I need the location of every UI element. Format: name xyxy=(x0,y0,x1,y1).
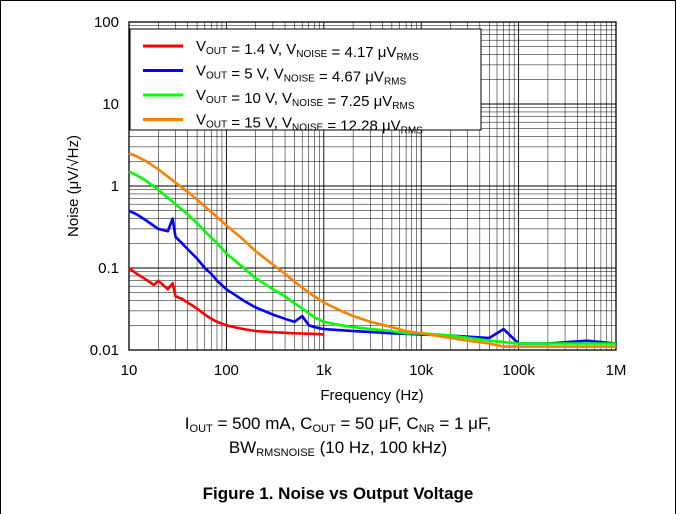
x-tick-label: 1k xyxy=(316,362,332,379)
y-axis-title-text: Noise (μV/√Hz) xyxy=(65,135,82,237)
x-axis-title: Frequency (Hz) xyxy=(320,387,423,404)
test-conditions-line-1: IOUT = 500 mA, COUT = 50 μF, CNR = 1 μF, xyxy=(184,414,492,435)
y-tick-label: 1 xyxy=(111,178,119,195)
figure-caption: Figure 1. Noise vs Output Voltage xyxy=(202,484,474,503)
y-axis-title: Noise (μV/√Hz) xyxy=(65,135,82,237)
test-conditions-line-2: BWRMSNOISE (10 Hz, 100 kHz) xyxy=(228,438,448,459)
y-tick-label: 0.1 xyxy=(98,260,119,277)
series-lines xyxy=(128,152,617,348)
legend-label-1: VOUT = 1.4 V, VNOISE = 4.17 μVRMS xyxy=(196,38,419,63)
frame-top-border xyxy=(0,0,676,1)
legend-label-3: VOUT = 10 V, VNOISE = 7.25 μVRMS xyxy=(196,87,415,112)
x-tick-label: 10 xyxy=(121,362,138,379)
y-tick-label: 100 xyxy=(94,14,119,31)
legend-box xyxy=(129,28,482,131)
y-tick-label: 0.01 xyxy=(90,342,119,359)
x-tick-label: 100 xyxy=(214,362,239,379)
tick-labels: 10 100 1k 10k 100k 1M 0.01 0.1 1 10 100 xyxy=(90,14,627,379)
series-line-2 xyxy=(128,209,617,345)
legend-label-4: VOUT = 15 V, VNOISE = 12.28 μVRMS xyxy=(196,112,423,137)
x-tick-label: 1M xyxy=(606,362,627,379)
x-tick-label: 100k xyxy=(502,362,535,379)
series-line-1 xyxy=(128,266,324,336)
series-line-4 xyxy=(128,152,616,348)
plot-area-border xyxy=(128,21,617,351)
series-line-3 xyxy=(128,170,616,345)
frame-left-border xyxy=(0,0,1,514)
legend-label-2: VOUT = 5 V, VNOISE = 4.67 μVRMS xyxy=(196,63,406,88)
x-tick-label: 10k xyxy=(409,362,434,379)
y-tick-label: 10 xyxy=(102,96,119,113)
